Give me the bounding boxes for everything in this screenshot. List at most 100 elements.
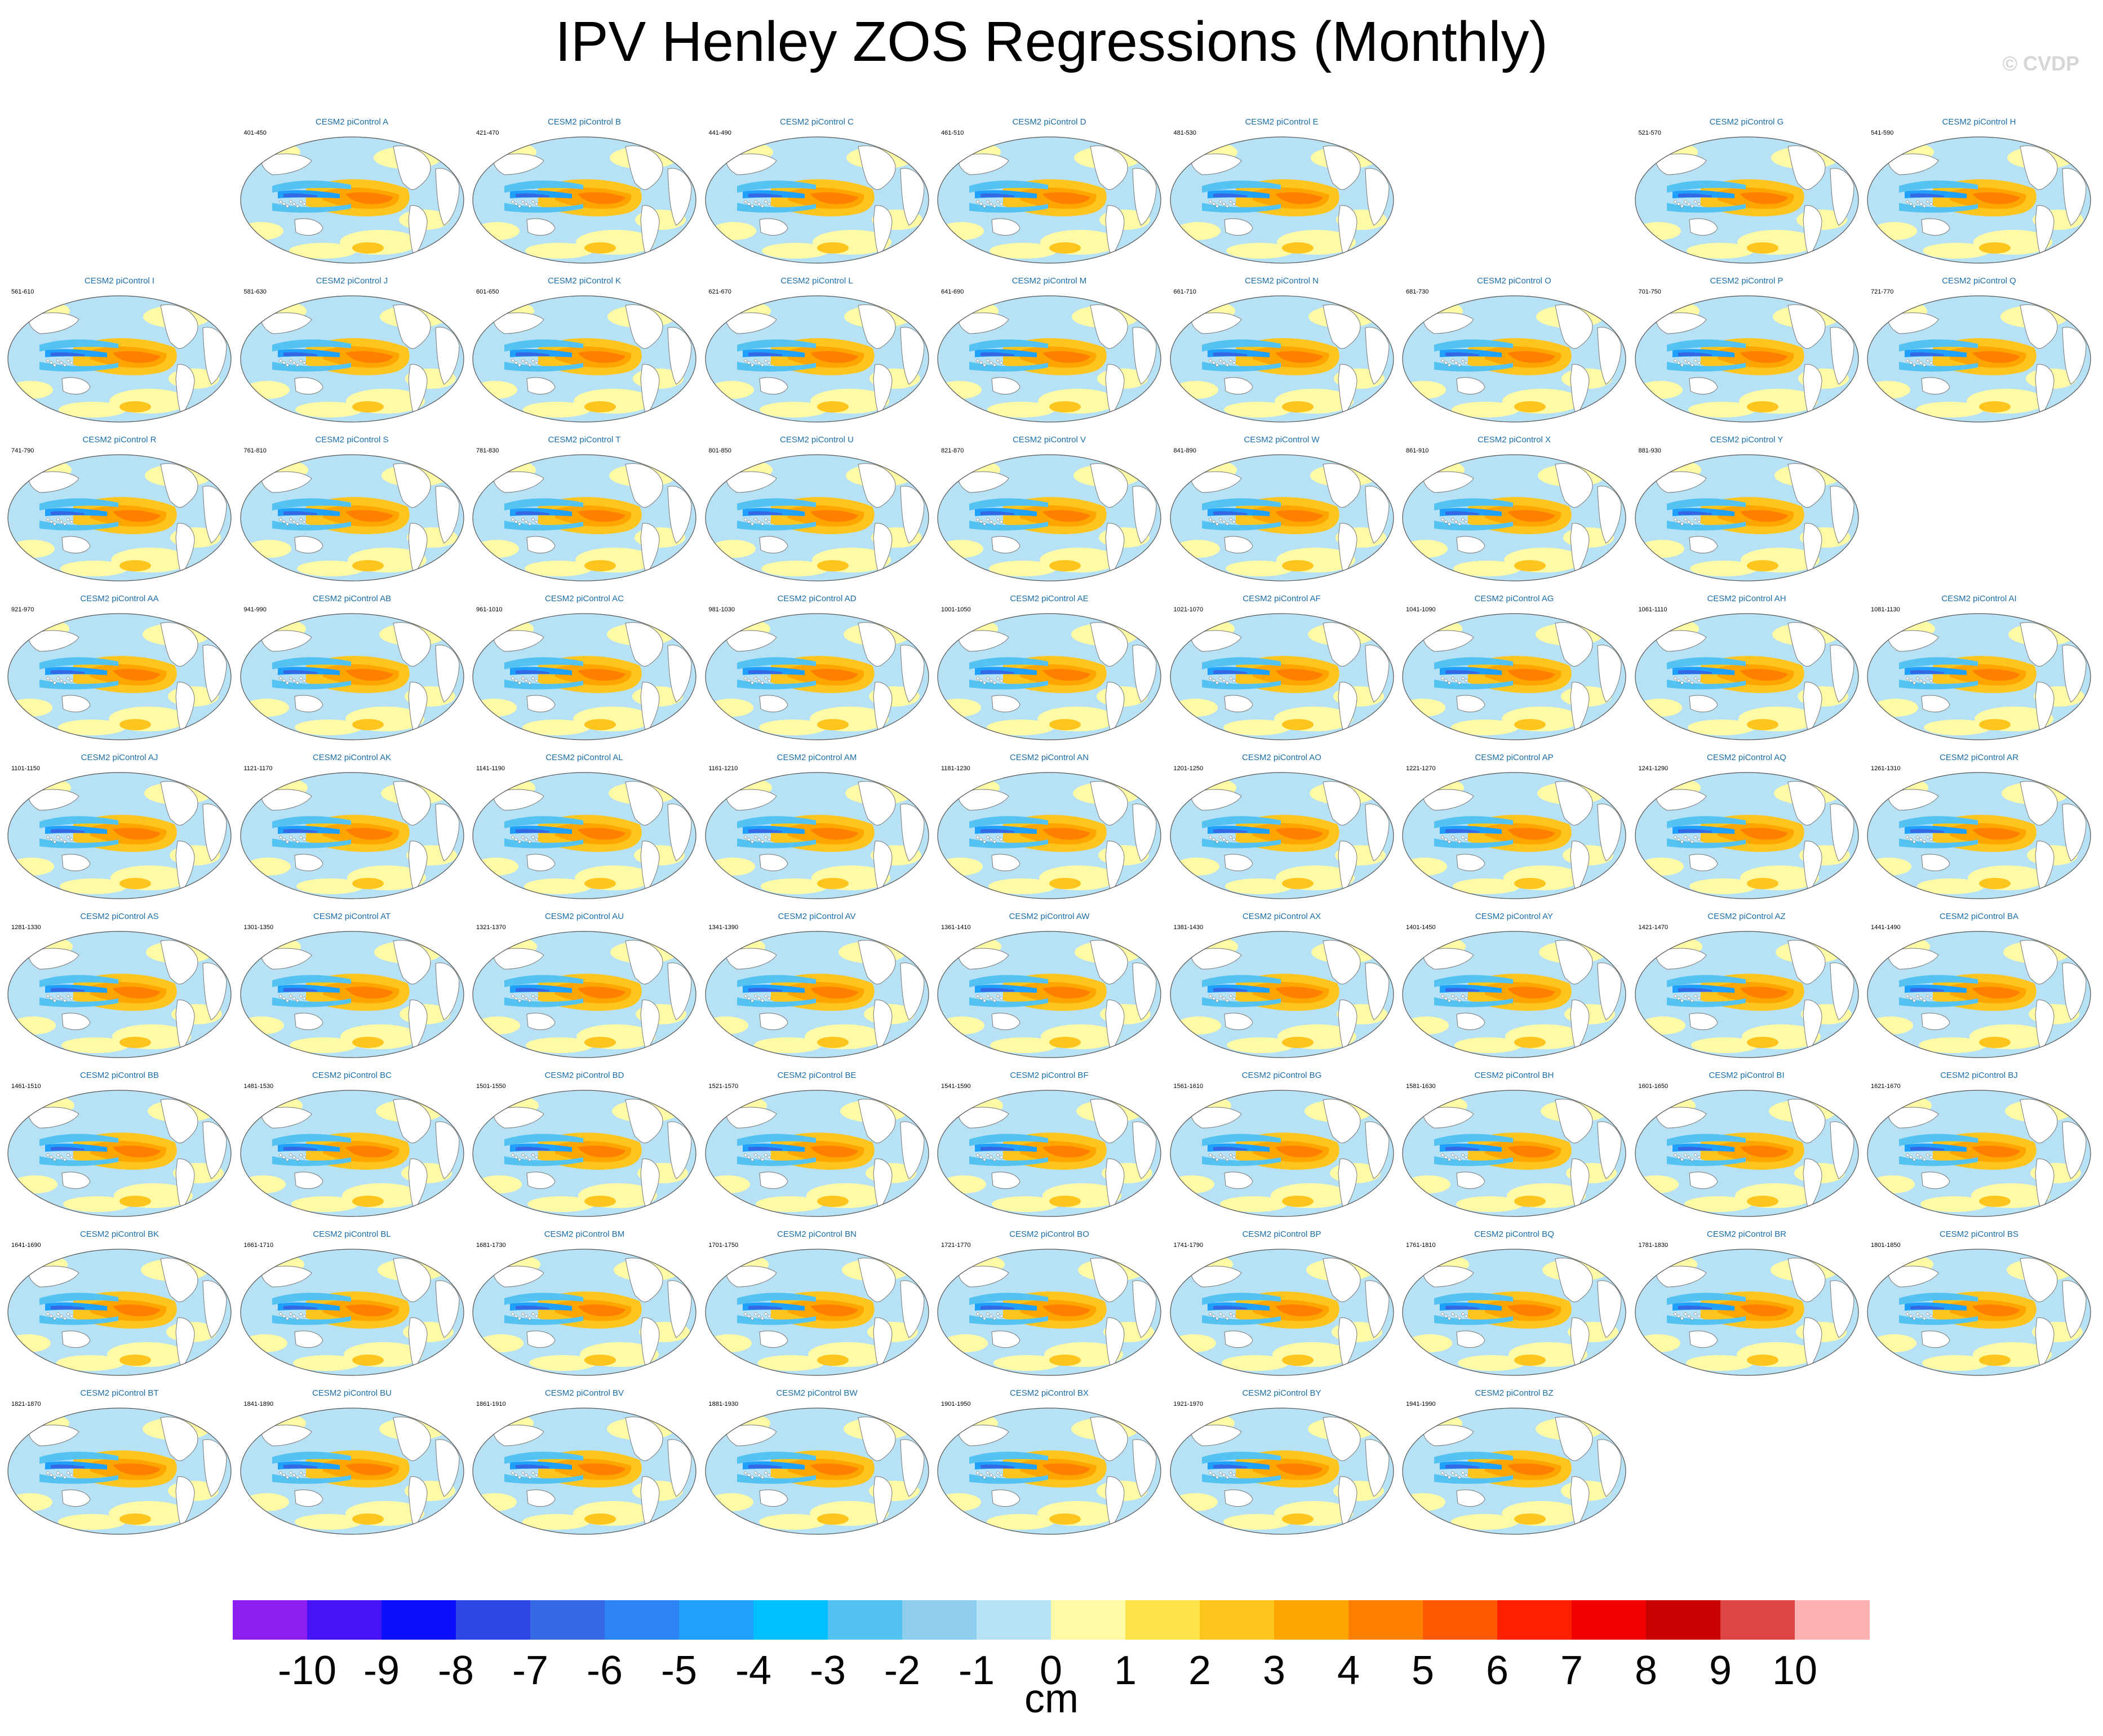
panel-title: CESM2 piControl BT [80,1388,159,1398]
regression-map [1402,613,1626,740]
regression-map [239,136,464,264]
panel-title: CESM2 piControl AX [1242,912,1321,921]
panel-title: CESM2 piControl AH [1707,594,1786,603]
regression-map [472,454,696,581]
panel-year-range: 741-790 [11,447,34,454]
colorbar-tick-label: 9 [1709,1648,1732,1693]
panel-year-range: 1841-1890 [243,1401,274,1408]
panel-title: CESM2 piControl AL [545,753,623,762]
panel-year-range: 681-730 [1406,288,1429,295]
map-panel: CESM2 piControl BO 1721-1770 [935,1225,1163,1377]
panel-title: CESM2 piControl BK [79,1229,159,1239]
colorbar-tick-label: 8 [1634,1648,1658,1693]
panel-title: CESM2 piControl BE [777,1071,857,1080]
map-panel: CESM2 piControl BK 1641-1690 [6,1225,233,1377]
page-title: IPV Henley ZOS Regressions (Monthly) [555,10,1548,73]
regression-map [937,772,1161,899]
regression-map [704,772,929,899]
regression-map [7,1249,232,1376]
panel-year-range: 621-670 [708,288,731,295]
panel-title: CESM2 piControl BP [1242,1229,1321,1239]
regression-map [7,772,232,899]
colorbar-swatch [1200,1600,1275,1640]
regression-map [472,1249,696,1376]
panel-year-range: 981-1030 [708,606,735,613]
map-panel: CESM2 piControl Q 721-770 [1865,272,2093,424]
map-panel: CESM2 piControl L 621-670 [703,272,931,424]
map-panel: CESM2 piControl BZ 1941-1990 [1400,1384,1628,1536]
panel-title: CESM2 piControl AN [1009,753,1089,762]
map-panel: CESM2 piControl J 581-630 [238,272,466,424]
regression-map [1169,295,1394,423]
panel-title: CESM2 piControl BM [544,1229,625,1239]
map-panel: CESM2 piControl AG 1041-1090 [1400,589,1628,742]
map-panel: CESM2 piControl AW 1361-1410 [935,907,1163,1059]
regression-map [472,1090,696,1217]
regression-map [472,295,696,423]
colorbar-swatch [1646,1600,1721,1640]
regression-map [1169,454,1394,581]
panel-title: CESM2 piControl AJ [81,753,158,762]
colorbar-swatch [902,1600,977,1640]
regression-map [1634,1249,1859,1376]
panel-year-range: 1381-1430 [1173,924,1204,931]
colorbar-swatch [977,1600,1052,1640]
colorbar-swatch [307,1600,382,1640]
panel-year-range: 1761-1810 [1406,1242,1436,1249]
regression-map [239,454,464,581]
map-panel: CESM2 piControl AH 1061-1110 [1633,589,1861,742]
panel-year-range: 1801-1850 [1871,1242,1901,1249]
map-panel: CESM2 piControl AC 961-1010 [471,589,698,742]
map-panel: CESM2 piControl AZ 1421-1470 [1633,907,1861,1059]
panel-year-range: 1041-1090 [1406,606,1436,613]
map-panel: CESM2 piControl AF 1021-1070 [1168,589,1396,742]
panel-title: CESM2 piControl BN [777,1229,857,1239]
panel-title: CESM2 piControl K [547,276,622,286]
regression-map [1634,454,1859,581]
panel-year-range: 1861-1910 [476,1401,506,1408]
panel-title: CESM2 piControl N [1245,276,1319,286]
colorbar-swatch [1497,1600,1572,1640]
colorbar-tick-label: -4 [735,1648,772,1693]
map-panel: CESM2 piControl Y 881-930 [1633,430,1861,583]
map-panel: CESM2 piControl BA 1441-1490 [1865,907,2093,1059]
regression-map [239,931,464,1058]
colorbar-tick-label: -1 [958,1648,995,1693]
map-panel: CESM2 piControl AQ 1241-1290 [1633,748,1861,900]
map-panel: CESM2 piControl BT 1821-1870 [6,1384,233,1536]
panel-title: CESM2 piControl BF [1010,1071,1089,1080]
colorbar-swatch [1423,1600,1498,1640]
map-panel: CESM2 piControl W 841-890 [1168,430,1396,583]
map-panel: CESM2 piControl AL 1141-1190 [471,748,698,900]
map-panel: CESM2 piControl O 681-730 [1400,272,1628,424]
map-panel: CESM2 piControl I 561-610 [6,272,233,424]
panel-title: CESM2 piControl BX [1009,1388,1089,1398]
panel-year-range: 1821-1870 [11,1401,41,1408]
map-panel: CESM2 piControl BC 1481-1530 [238,1066,466,1218]
regression-map [1867,136,2091,264]
panel-year-range: 1661-1710 [243,1242,274,1249]
colorbar-swatch [679,1600,754,1640]
regression-map [704,1249,929,1376]
map-panel: CESM2 piControl S 761-810 [238,430,466,583]
panel-year-range: 721-770 [1871,288,1894,295]
regression-map [704,1090,929,1217]
map-panel: CESM2 piControl X 861-910 [1400,430,1628,583]
panel-year-range: 921-970 [11,606,34,613]
colorbar-tick-label: -6 [586,1648,623,1693]
panel-year-range: 1641-1690 [11,1242,41,1249]
panel-year-range: 801-850 [708,447,731,454]
colorbar-tick-label: 1 [1113,1648,1137,1693]
panel-year-range: 521-570 [1638,130,1661,136]
panel-year-range: 1241-1290 [1638,765,1669,772]
panel-year-range: 1361-1410 [941,924,971,931]
panel-title: CESM2 piControl AF [1243,594,1321,603]
panel-year-range: 1881-1930 [708,1401,739,1408]
panel-year-range: 1161-1210 [708,765,738,772]
panel-title: CESM2 piControl BS [1939,1229,2019,1239]
regression-map [7,931,232,1058]
panel-title: CESM2 piControl AU [544,912,624,921]
panel-title: CESM2 piControl BL [313,1229,391,1239]
regression-map [1169,772,1394,899]
panel-year-range: 441-490 [708,130,731,136]
